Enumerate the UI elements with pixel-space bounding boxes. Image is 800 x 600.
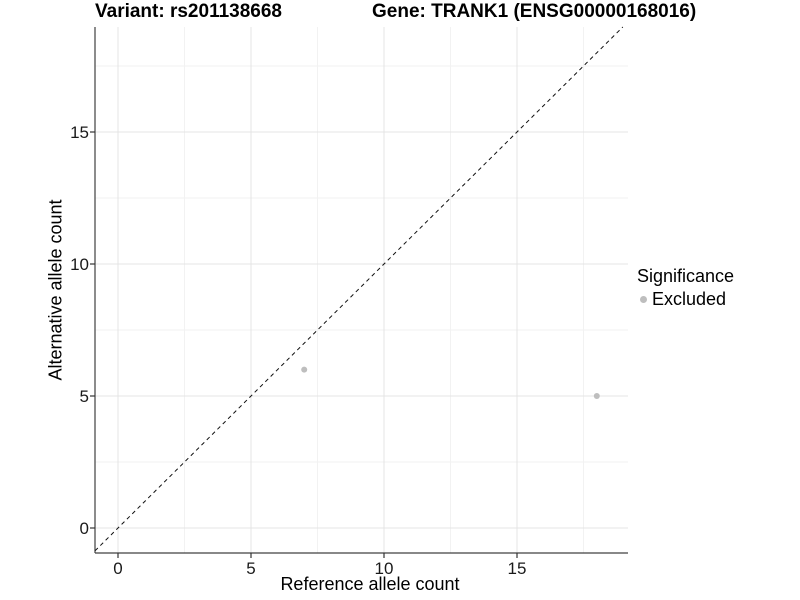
- x-axis-title: Reference allele count: [280, 574, 460, 594]
- x-tick-label: 0: [113, 559, 122, 578]
- legend-item-excluded: Excluded: [637, 289, 734, 310]
- plot-title-variant: Variant: rs201138668: [95, 1, 282, 22]
- plot-title-gene: Gene: TRANK1 (ENSG00000168016): [372, 1, 697, 22]
- identity-line: [94, 26, 624, 552]
- x-tick-label: 15: [508, 559, 527, 578]
- legend: Significance Excluded: [637, 266, 734, 310]
- legend-title: Significance: [637, 266, 735, 286]
- data-point: [301, 366, 308, 373]
- y-tick-label: 15: [70, 123, 89, 142]
- y-tick-label: 10: [70, 255, 89, 274]
- y-tick-label: 5: [80, 387, 89, 406]
- x-tick-label: 5: [246, 559, 255, 578]
- legend-item-label: Excluded: [652, 289, 727, 309]
- y-tick-label: 0: [80, 519, 89, 538]
- data-point: [593, 393, 600, 399]
- y-axis-title: Alternative allele count: [45, 199, 66, 381]
- x-tick-label: 10: [375, 559, 394, 578]
- legend-point-icon: [640, 296, 647, 303]
